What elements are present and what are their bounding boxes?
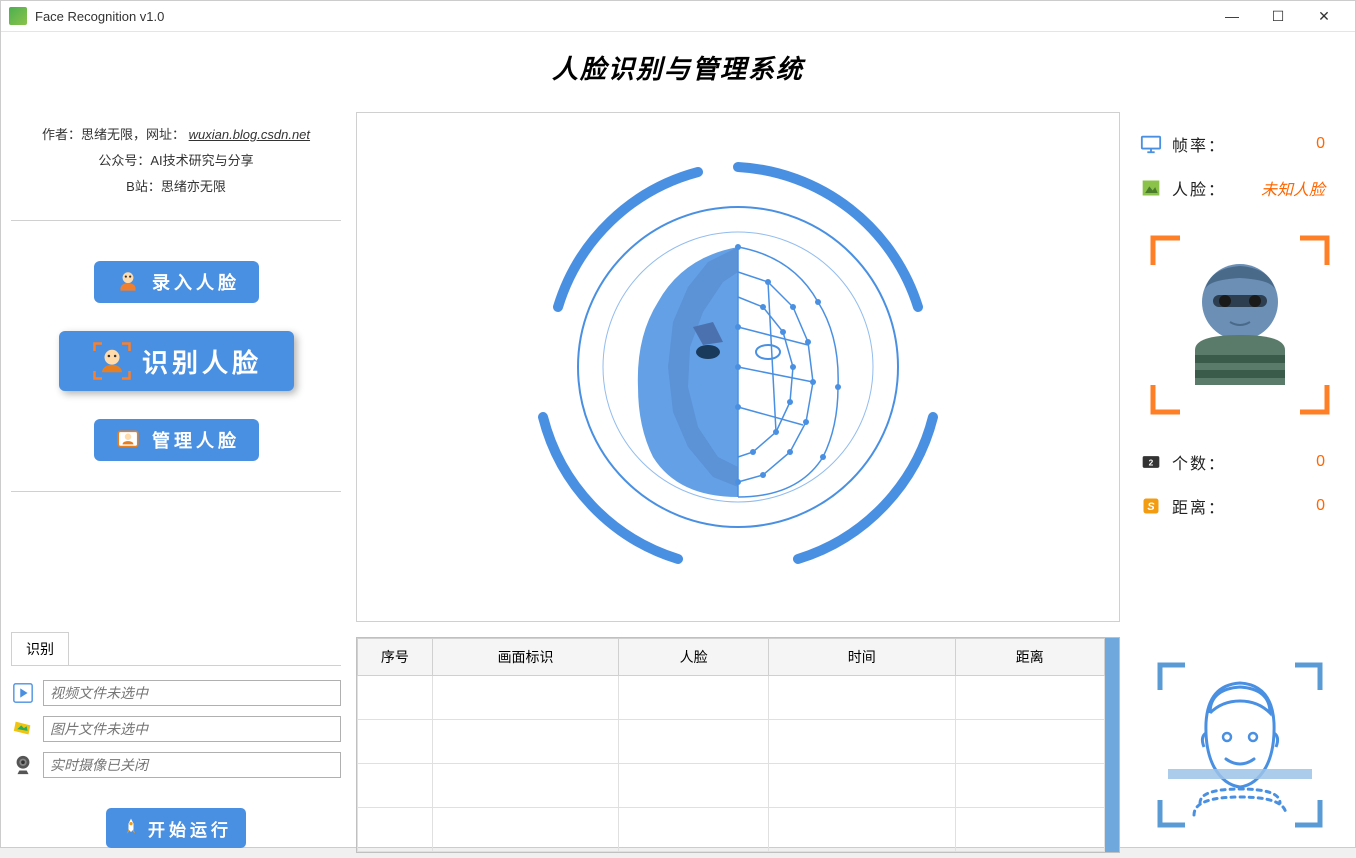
svg-text:S: S: [1147, 501, 1155, 513]
face-value: 未知人脸: [1261, 176, 1325, 200]
face-visualization: [478, 127, 998, 607]
play-icon[interactable]: [11, 681, 35, 705]
minimize-button[interactable]: —: [1209, 1, 1255, 31]
video-file-input[interactable]: [43, 680, 341, 706]
face-label: 人脸：: [1172, 176, 1226, 200]
page-title: 人脸识别与管理系统: [1, 32, 1355, 102]
table-row[interactable]: [358, 720, 1105, 764]
nav-buttons: 录入人脸 识别人脸: [11, 241, 341, 492]
rocket-icon: [120, 817, 142, 839]
fps-label: 帧率：: [1172, 132, 1226, 156]
results-table-panel: 序号画面标识人脸时间距离: [356, 637, 1120, 853]
fps-stat: 帧率： 0: [1140, 132, 1340, 156]
photo-icon: [1140, 177, 1162, 199]
person-icon: [112, 266, 144, 298]
camera-row: [11, 752, 341, 778]
face-stat: 人脸： 未知人脸: [1140, 176, 1340, 200]
image-file-input[interactable]: [43, 716, 341, 742]
author-wechat: 公众号：AI技术研究与分享: [11, 148, 341, 174]
enroll-face-button[interactable]: 录入人脸: [94, 261, 259, 303]
author-prefix: 作者：思绪无限，网址：: [42, 127, 185, 142]
count-value: 0: [1316, 453, 1325, 471]
visualization-panel: [356, 112, 1120, 622]
left-panel: 作者：思绪无限，网址： wuxian.blog.csdn.net 公众号：AI技…: [1, 102, 351, 632]
scan-animation: [1150, 655, 1330, 835]
app-window: Face Recognition v1.0 — ☐ ✕ 人脸识别与管理系统 作者…: [0, 0, 1356, 848]
monitor-icon: [1140, 133, 1162, 155]
close-button[interactable]: ✕: [1301, 1, 1347, 31]
app-icon: [9, 7, 27, 25]
distance-value: 0: [1316, 497, 1325, 515]
video-file-row: [11, 680, 341, 706]
distance-stat: S 距离： 0: [1140, 494, 1340, 518]
titlebar: Face Recognition v1.0 — ☐ ✕: [1, 1, 1355, 32]
image-file-row: [11, 716, 341, 742]
manage-label: 管理人脸: [152, 427, 240, 453]
recognize-label: 识别人脸: [142, 343, 262, 380]
table-header: 距离: [955, 639, 1104, 676]
avatar-preview: [1145, 230, 1335, 420]
enroll-label: 录入人脸: [152, 269, 240, 295]
stats-panel: 帧率： 0 人脸： 未知人脸: [1125, 102, 1355, 632]
svg-text:2: 2: [1149, 457, 1154, 467]
camera-input[interactable]: [43, 752, 341, 778]
author-info: 作者：思绪无限，网址： wuxian.blog.csdn.net 公众号：AI技…: [11, 122, 341, 221]
counter-icon: 2: [1140, 451, 1162, 473]
manage-icon: [112, 424, 144, 456]
table-header: 人脸: [619, 639, 768, 676]
input-panel: 识别: [1, 632, 351, 858]
manage-face-button[interactable]: 管理人脸: [94, 419, 259, 461]
table-header: 序号: [358, 639, 433, 676]
maximize-button[interactable]: ☐: [1255, 1, 1301, 31]
count-stat: 2 个数： 0: [1140, 450, 1340, 474]
table-row[interactable]: [358, 676, 1105, 720]
scan-preview-panel: [1125, 632, 1355, 858]
distance-icon: S: [1140, 495, 1162, 517]
table-row[interactable]: [358, 808, 1105, 852]
recognize-face-button[interactable]: 识别人脸: [59, 331, 294, 391]
table-header: 时间: [768, 639, 955, 676]
distance-label: 距离：: [1172, 494, 1226, 518]
table-header: 画面标识: [432, 639, 619, 676]
author-link[interactable]: wuxian.blog.csdn.net: [189, 127, 310, 142]
tab-recognize[interactable]: 识别: [11, 632, 69, 665]
start-label: 开始运行: [148, 816, 232, 841]
face-scan-icon: [90, 339, 134, 383]
webcam-icon[interactable]: [11, 753, 35, 777]
table-scrollbar[interactable]: [1105, 638, 1119, 852]
image-icon[interactable]: [11, 717, 35, 741]
window-title: Face Recognition v1.0: [35, 9, 1209, 24]
author-bilibili: B站：思绪亦无限: [11, 174, 341, 200]
table-row[interactable]: [358, 764, 1105, 808]
fps-value: 0: [1316, 135, 1325, 153]
count-label: 个数：: [1172, 450, 1226, 474]
results-table: 序号画面标识人脸时间距离: [357, 638, 1105, 852]
start-button[interactable]: 开始运行: [106, 808, 246, 848]
